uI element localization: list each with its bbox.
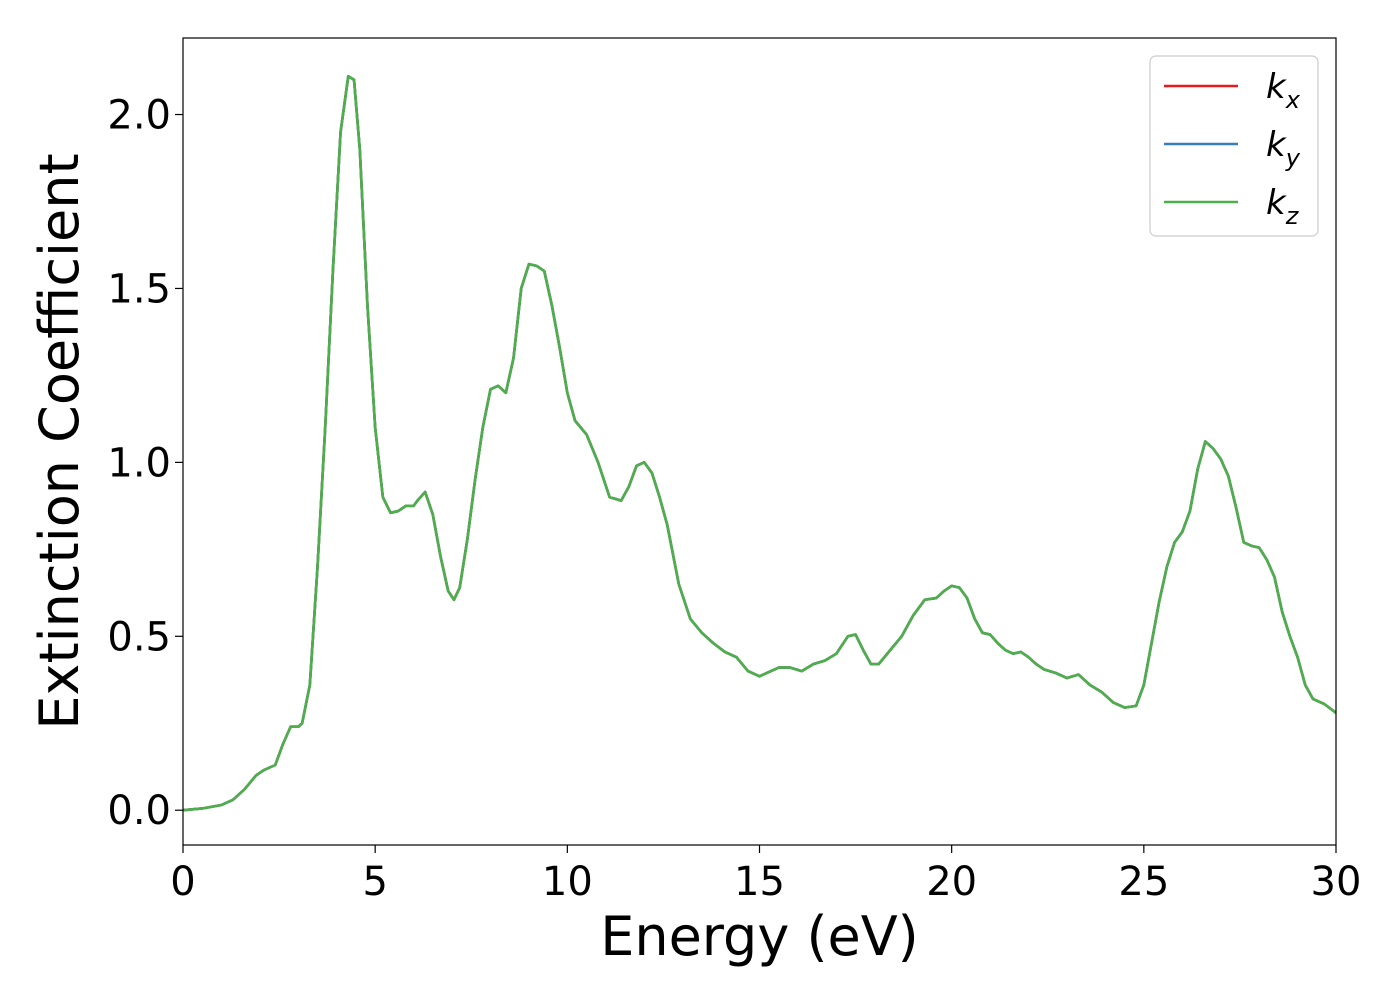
- y-tick-label: 2.0: [107, 93, 171, 139]
- x-tick-label: 10: [542, 859, 593, 905]
- legend-label: kz: [1266, 183, 1300, 230]
- legend: kx ky kz: [1149, 55, 1319, 237]
- y-tick-label: 0.0: [107, 788, 171, 834]
- x-axis-label: Energy (eV): [600, 905, 919, 968]
- y-tick-label: 1.0: [107, 440, 171, 486]
- x-tick-label: 20: [926, 859, 977, 905]
- x-tick-label: 0: [170, 859, 195, 905]
- y-tick-label: 1.5: [107, 266, 171, 312]
- x-tick-label: 5: [362, 859, 387, 905]
- legend-entry-kz: kz: [1164, 183, 1300, 230]
- x-axis: 0 5 10 15 20 25 30: [170, 845, 1361, 905]
- y-axis-label: Extinction Coefficient: [28, 153, 91, 729]
- series-lines: [183, 74, 1336, 812]
- y-tick-label: 0.5: [107, 614, 171, 660]
- series-line-kz: [183, 74, 1336, 812]
- legend-entry-ky: ky: [1164, 125, 1301, 172]
- x-tick-label: 15: [734, 859, 785, 905]
- legend-label: ky: [1266, 125, 1301, 172]
- legend-entry-kx: kx: [1164, 67, 1301, 114]
- x-tick-label: 25: [1118, 859, 1169, 905]
- legend-box: [1149, 55, 1319, 237]
- y-axis: 0.0 0.5 1.0 1.5 2.0: [107, 93, 183, 834]
- x-tick-label: 30: [1311, 859, 1362, 905]
- legend-label: kx: [1266, 67, 1301, 114]
